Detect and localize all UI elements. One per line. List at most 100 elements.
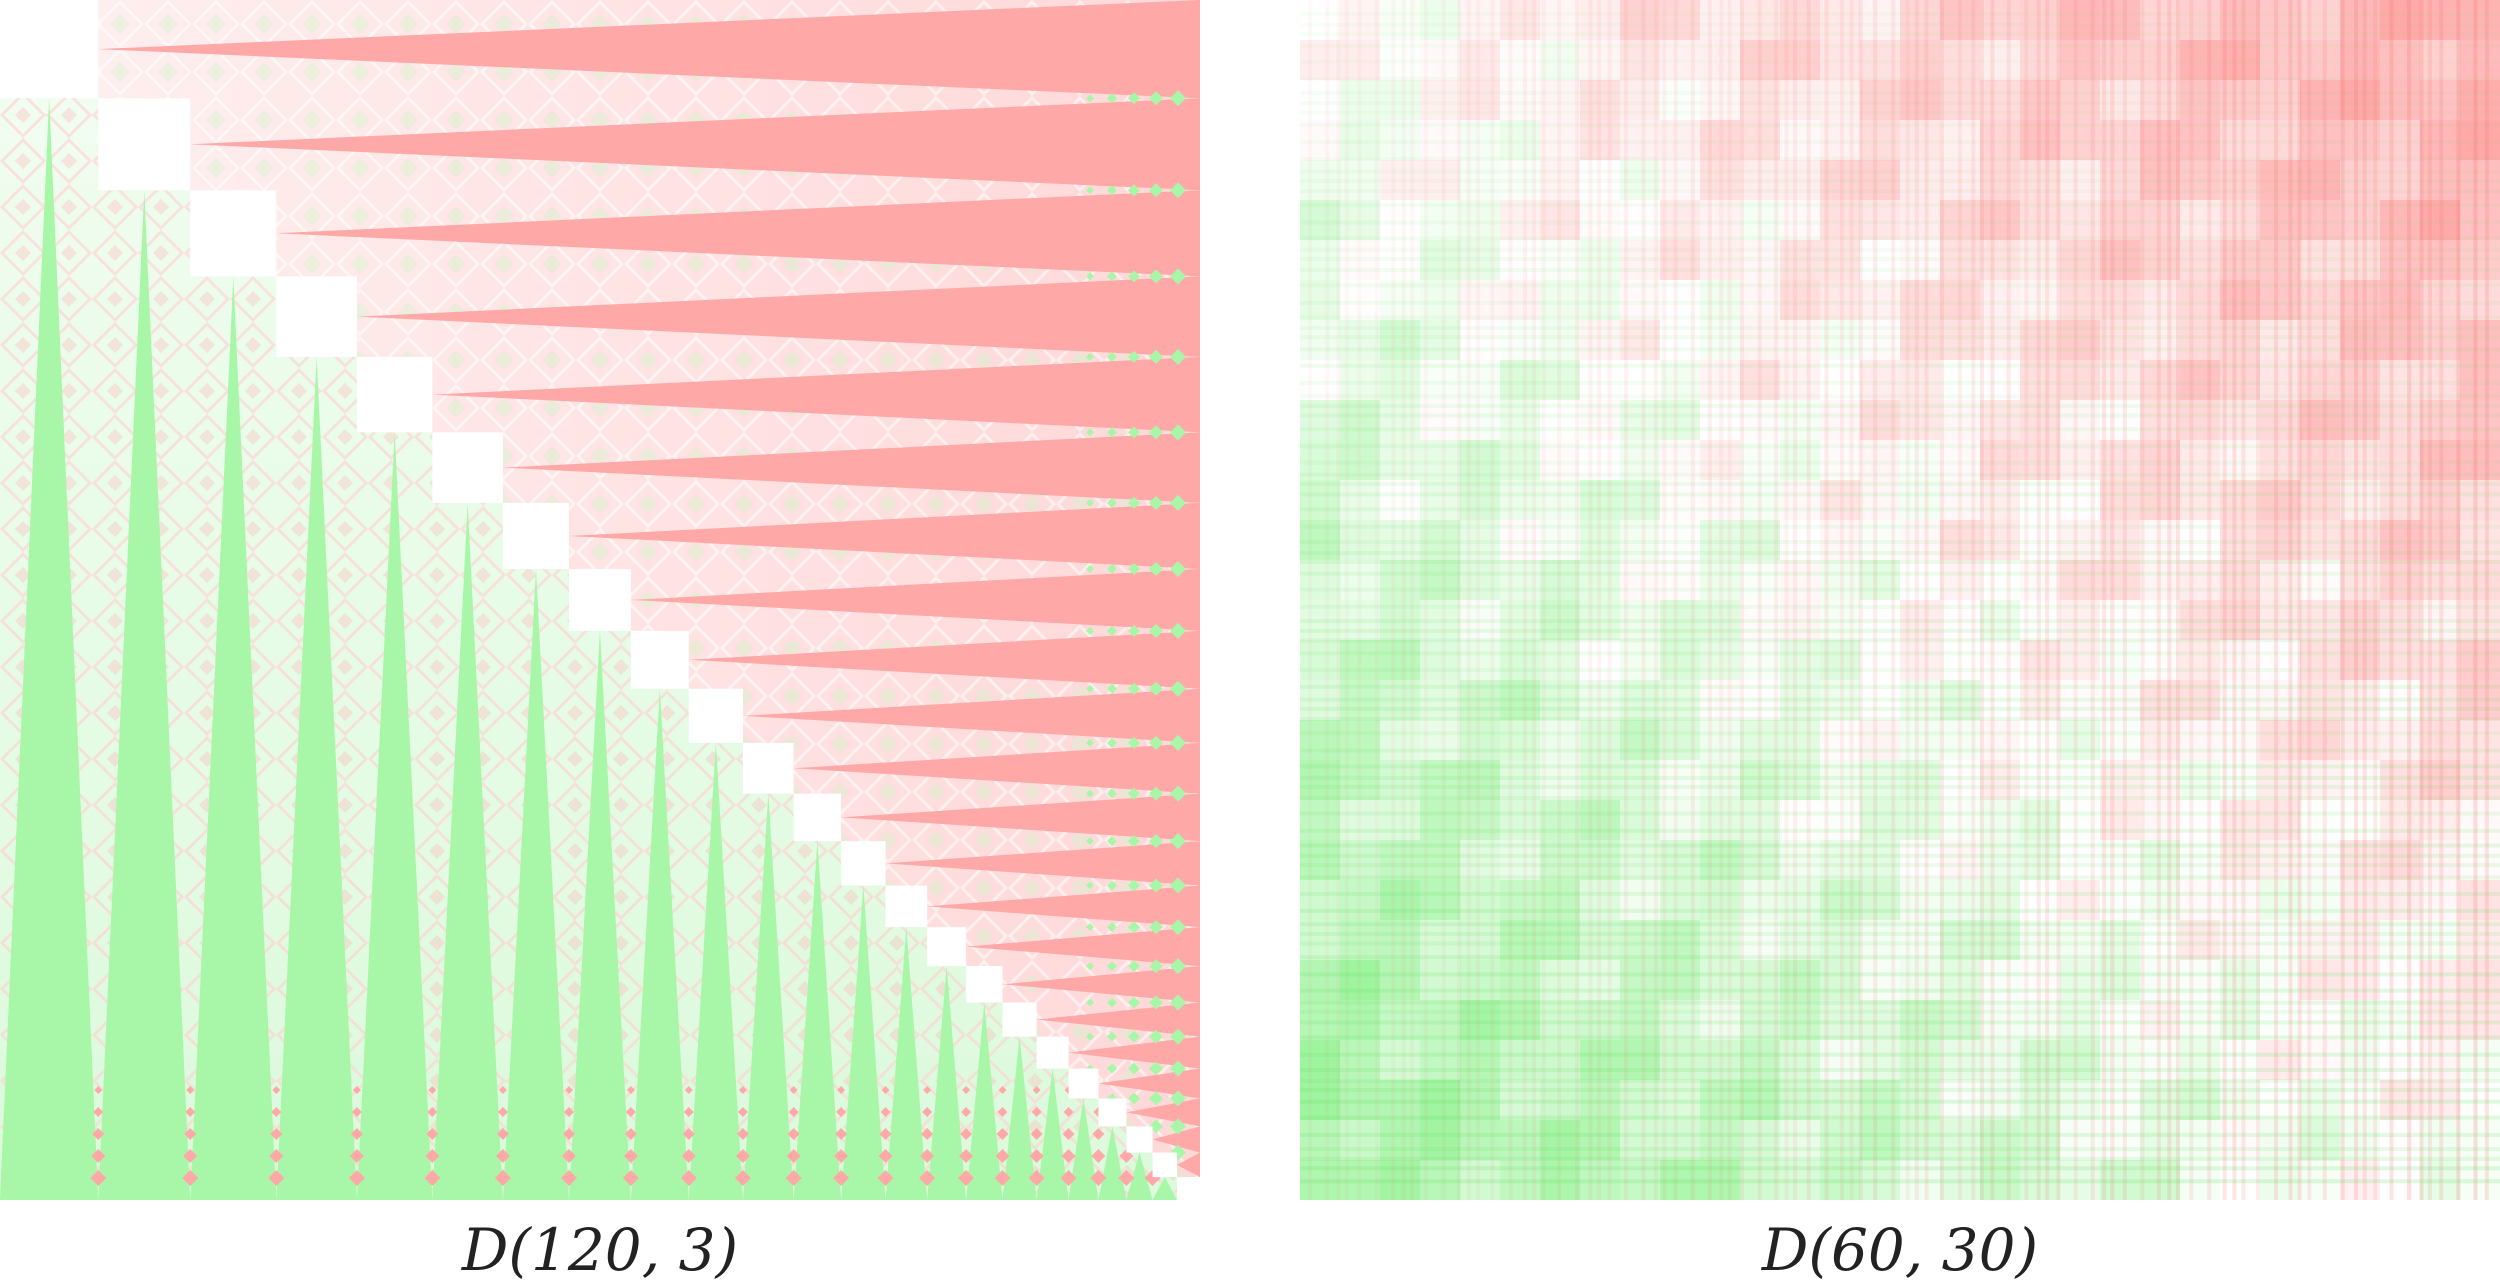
green-diamond bbox=[1107, 564, 1117, 575]
heatmap-cell bbox=[1900, 520, 1941, 561]
heatmap-cell bbox=[2220, 680, 2261, 721]
diagonal-blocks bbox=[0, 0, 1200, 1200]
heatmap-cell bbox=[1540, 920, 1581, 961]
heatmap-cell bbox=[2380, 640, 2421, 681]
diagonal-block bbox=[1036, 1036, 1069, 1069]
green-wedge bbox=[432, 502, 503, 1200]
heatmap-cell bbox=[1500, 520, 1541, 561]
heatmap-cell bbox=[2380, 680, 2421, 721]
heatmap-cell bbox=[1980, 240, 2021, 281]
heatmap-cell bbox=[1940, 80, 1981, 121]
vertical-stripe bbox=[1653, 0, 1658, 1200]
horizontal-stripe bbox=[1300, 706, 2500, 711]
horizontal-stripe bbox=[1300, 1115, 2500, 1120]
heatmap-cell bbox=[1860, 280, 1901, 321]
heatmap-cell bbox=[1300, 200, 1341, 241]
heatmap-cell bbox=[2420, 1040, 2461, 1081]
red-diamond bbox=[995, 1149, 1010, 1163]
red-diamond bbox=[182, 1170, 199, 1186]
heatmap-cell bbox=[1660, 120, 1701, 161]
heatmap-cell bbox=[1860, 1160, 1901, 1200]
heatmap-cell bbox=[1980, 920, 2021, 961]
heatmap-cell bbox=[1780, 320, 1821, 361]
heatmap-cell bbox=[1340, 400, 1381, 441]
heatmap-cell bbox=[2340, 200, 2381, 241]
diagonal-block bbox=[630, 630, 689, 689]
heatmap-cell bbox=[2180, 920, 2221, 961]
heatmap-cell bbox=[1780, 520, 1821, 561]
heatmap-cell bbox=[1300, 240, 1341, 281]
heatmap-cell bbox=[1780, 40, 1821, 81]
heatmap-cell bbox=[2180, 960, 2221, 1001]
heatmap-cell bbox=[1980, 600, 2021, 641]
heatmap-cell bbox=[2380, 320, 2421, 361]
vertical-stripe bbox=[2473, 0, 2478, 1200]
heatmap-cell bbox=[1460, 280, 1501, 321]
heatmap-cell bbox=[1460, 600, 1501, 641]
heatmap-cell bbox=[1380, 80, 1421, 121]
red-diamond bbox=[994, 1170, 1011, 1186]
vertical-stripe bbox=[1839, 0, 1844, 1200]
green-diamond bbox=[1107, 427, 1117, 438]
heatmap-cell bbox=[2300, 240, 2341, 281]
heatmap-cell bbox=[1660, 40, 1701, 81]
heatmap-cell bbox=[2020, 760, 2061, 801]
heatmap-cell bbox=[2100, 960, 2141, 1001]
green-wedge bbox=[569, 630, 631, 1200]
heatmap-cell bbox=[1660, 880, 1701, 921]
green-diamond bbox=[1149, 562, 1163, 577]
horizontal-stripe bbox=[1300, 347, 2500, 352]
vertical-stripe bbox=[1623, 0, 1628, 1200]
heatmap-cell bbox=[1580, 160, 1621, 201]
heatmap-cell bbox=[1580, 240, 1621, 281]
red-diamond bbox=[183, 1149, 198, 1163]
heatmap-cell bbox=[2180, 480, 2221, 521]
heatmap-cell bbox=[2020, 120, 2061, 161]
vertical-stripe bbox=[2407, 0, 2412, 1200]
heatmap-cell bbox=[2380, 1000, 2421, 1041]
heatmap-cell bbox=[2100, 880, 2141, 921]
heatmap-cell bbox=[1660, 680, 1701, 721]
heatmap-cell bbox=[1700, 760, 1741, 801]
heatmap-cell bbox=[2220, 1040, 2261, 1081]
caption-left: D(120, 3) bbox=[461, 1216, 739, 1284]
heatmap-cell bbox=[1940, 1040, 1981, 1081]
heatmap-cell bbox=[1300, 1120, 1341, 1161]
heatmap-cell bbox=[1460, 680, 1501, 721]
horizontal-stripe bbox=[1300, 731, 2500, 736]
heatmap-cell bbox=[1660, 240, 1701, 281]
green-diamond bbox=[1107, 788, 1117, 799]
horizontal-stripe bbox=[1300, 169, 2500, 174]
red-wedge bbox=[432, 356, 1200, 433]
green-diamond bbox=[1128, 92, 1140, 105]
heatmap-cell bbox=[1420, 1040, 1461, 1081]
horizontal-stripe bbox=[1300, 1052, 2500, 1057]
vertical-stripe bbox=[1532, 0, 1536, 1200]
heatmap-cell bbox=[2260, 240, 2301, 281]
heatmap-cell bbox=[2020, 800, 2061, 841]
heatmap-cell bbox=[2180, 1120, 2221, 1161]
horizontal-stripe bbox=[1300, 156, 2500, 161]
red-diamond bbox=[1028, 1170, 1045, 1186]
heatmap-cell bbox=[1420, 120, 1461, 161]
heatmap-cell bbox=[2020, 0, 2061, 41]
heatmap-cell bbox=[2020, 40, 2061, 81]
heatmap-cell bbox=[1460, 240, 1501, 281]
heatmap-cell bbox=[2460, 840, 2500, 881]
heatmap-cell bbox=[1780, 280, 1821, 321]
vertical-stripe bbox=[1475, 0, 1480, 1200]
heatmap-cell bbox=[2300, 760, 2341, 801]
heatmap-cell bbox=[1580, 40, 1621, 81]
heatmap-cell bbox=[1780, 1040, 1821, 1081]
heatmap-cell bbox=[2100, 1080, 2141, 1121]
heatmap-cell bbox=[2100, 680, 2141, 721]
heatmap-cell bbox=[1380, 880, 1421, 921]
heatmap-cell bbox=[1580, 1040, 1621, 1081]
heatmap-cell bbox=[2260, 840, 2301, 881]
heatmap-cell bbox=[1420, 880, 1461, 921]
heatmap-cell bbox=[1340, 760, 1381, 801]
green-diamond bbox=[1086, 498, 1094, 507]
heatmap-cell bbox=[1660, 640, 1701, 681]
horizontal-stripe bbox=[1300, 268, 2500, 272]
heatmap-cell bbox=[2020, 840, 2061, 881]
